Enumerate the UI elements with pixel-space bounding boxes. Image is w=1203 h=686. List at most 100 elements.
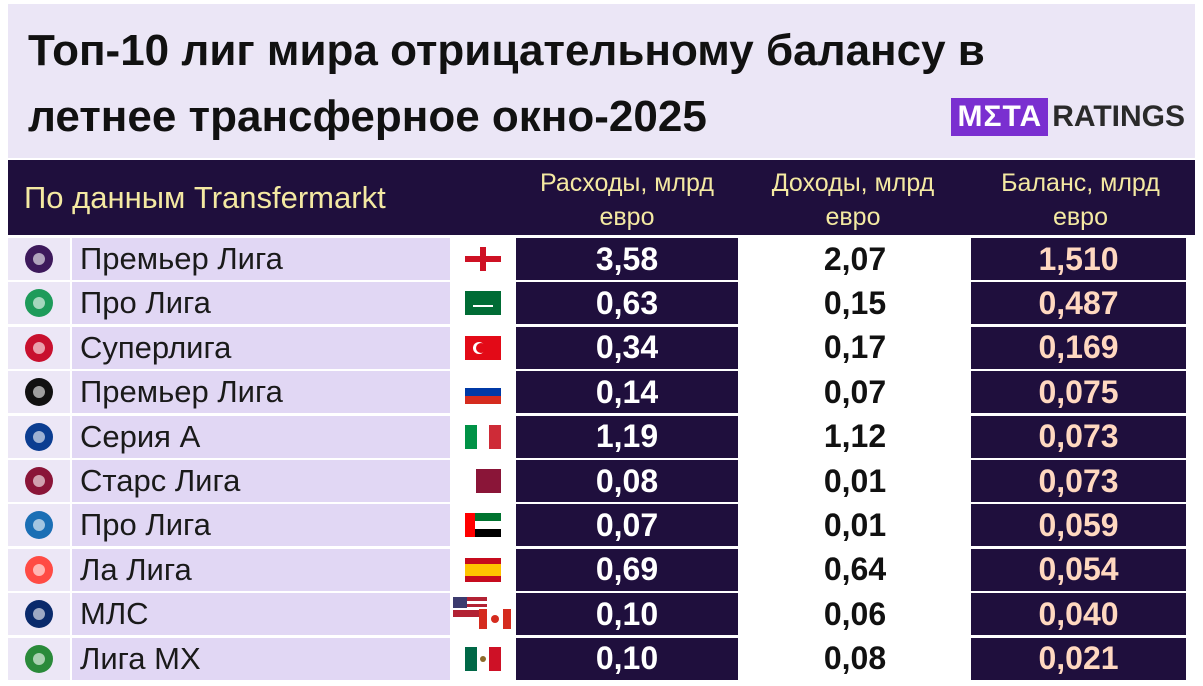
income: 0,08 (741, 637, 969, 680)
country-flag (452, 504, 514, 547)
country-flag (452, 548, 514, 591)
logo: MΣTA RATINGS (951, 98, 1185, 136)
logo-icon (25, 600, 53, 629)
country-flag (452, 415, 514, 458)
balance: 0,054 (971, 548, 1186, 591)
expenses: 0,10 (516, 593, 738, 636)
league-logo (8, 238, 70, 280)
league-logo (8, 326, 70, 369)
balance: 0,040 (971, 593, 1186, 636)
table-row: МЛС 0,10 0,06 0,040 (8, 593, 1195, 636)
table-row: Лига МХ 0,10 0,08 0,021 (8, 637, 1195, 680)
league-logo (8, 371, 70, 414)
league-logo (8, 637, 70, 680)
league-name: Про Лига (72, 282, 450, 325)
league-name: Премьер Лига (72, 371, 450, 414)
country-flag (452, 593, 514, 636)
income: 0,06 (741, 593, 969, 636)
income: 0,64 (741, 548, 969, 591)
logo-icon (25, 289, 53, 318)
expenses: 3,58 (516, 238, 738, 280)
balance: 0,075 (971, 371, 1186, 414)
table-row: Премьер Лига 0,14 0,07 0,075 (8, 371, 1195, 414)
country-flag (452, 460, 514, 502)
country-flag (452, 282, 514, 325)
country-flag (452, 371, 514, 414)
table-row: Про Лига 0,63 0,15 0,487 (8, 282, 1195, 325)
flag (465, 557, 501, 582)
expenses: 0,34 (516, 326, 738, 369)
table-row: Ла Лига 0,69 0,64 0,054 (8, 548, 1195, 591)
expenses: 0,63 (516, 282, 738, 325)
income: 0,15 (741, 282, 969, 325)
logo-icon (25, 333, 53, 362)
league-name: МЛС (72, 593, 450, 636)
column-header: Баланс, млрд евро (1001, 169, 1160, 231)
league-name: Премьер Лига (72, 238, 450, 280)
logo-icon (25, 245, 53, 273)
flag (465, 380, 501, 405)
expenses: 0,07 (516, 504, 738, 547)
flag (465, 469, 501, 493)
league-name: Лига МХ (72, 637, 450, 680)
expenses: 0,14 (516, 371, 738, 414)
country-flag (452, 637, 514, 680)
league-name: Серия А (72, 415, 450, 458)
table-row: Премьер Лига 3,58 2,07 1,510 (8, 238, 1195, 280)
flag (465, 424, 501, 449)
flag (465, 513, 501, 538)
table-row: Старс Лига 0,08 0,01 0,073 (8, 460, 1195, 502)
logo-icon (25, 378, 53, 407)
flag (465, 247, 501, 271)
income: 0,01 (741, 460, 969, 502)
income: 0,17 (741, 326, 969, 369)
flag (465, 335, 501, 360)
league-logo (8, 282, 70, 325)
income: 0,07 (741, 371, 969, 414)
expenses: 1,19 (516, 415, 738, 458)
table-row: Суперлига 0,34 0,17 0,169 (8, 326, 1195, 369)
balance: 1,510 (971, 238, 1186, 280)
title-panel: Топ-10 лиг мира отрицательному балансу в… (8, 4, 1195, 158)
table-row: Про Лига 0,07 0,01 0,059 (8, 504, 1195, 547)
source: По данным Transfermarkt (24, 180, 386, 215)
league-logo (8, 415, 70, 458)
league-logo (8, 593, 70, 636)
flag (465, 291, 501, 316)
league-name: Старс Лига (72, 460, 450, 502)
expenses: 0,69 (516, 548, 738, 591)
income: 2,07 (741, 238, 969, 280)
expenses: 0,08 (516, 460, 738, 502)
league-name: Про Лига (72, 504, 450, 547)
league-name: Ла Лига (72, 548, 450, 591)
country-flag (452, 326, 514, 369)
logo-icon (25, 555, 53, 584)
logo-icon (25, 644, 53, 673)
league-logo (8, 548, 70, 591)
income: 0,01 (741, 504, 969, 547)
league-name: Суперлига (72, 326, 450, 369)
logo-icon (25, 467, 53, 495)
expenses: 0,10 (516, 637, 738, 680)
flag (465, 646, 501, 671)
column-header: Расходы, млрд евро (540, 169, 714, 231)
title-line: летнее трансферное окно-2025 (28, 92, 707, 141)
flag (453, 597, 511, 630)
balance: 0,021 (971, 637, 1186, 680)
balance: 0,059 (971, 504, 1186, 547)
balance: 0,073 (971, 460, 1186, 502)
logo-icon (25, 511, 53, 540)
league-logo (8, 504, 70, 547)
income: 1,12 (741, 415, 969, 458)
column-header: Доходы, млрд евро (771, 169, 935, 231)
balance: 0,487 (971, 282, 1186, 325)
balance: 0,073 (971, 415, 1186, 458)
balance: 0,169 (971, 326, 1186, 369)
table-header: По данным Transfermarkt Расходы, млрд ев… (8, 160, 1195, 235)
title-line: Топ-10 лиг мира отрицательному балансу в (28, 26, 985, 75)
league-logo (8, 460, 70, 502)
logo-icon (25, 422, 53, 451)
logo-mark: MΣTA (951, 98, 1049, 136)
table-row: Серия А 1,19 1,12 0,073 (8, 415, 1195, 458)
